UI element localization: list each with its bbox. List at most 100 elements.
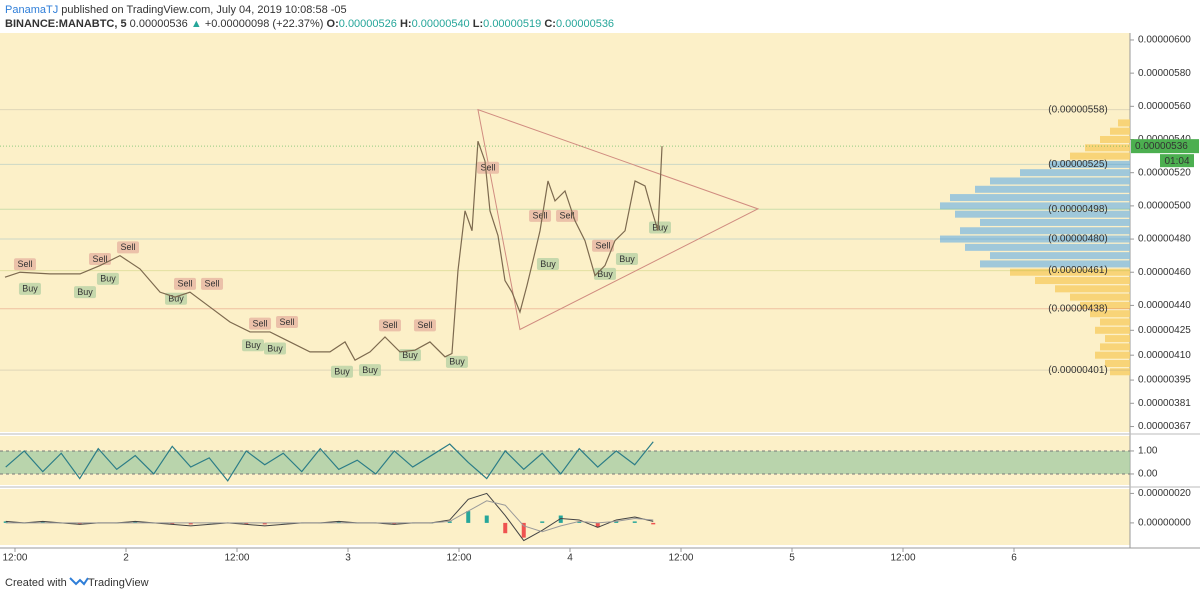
countdown: 01:04 <box>1164 156 1189 167</box>
histogram-bar <box>540 521 545 523</box>
signal-badge <box>529 209 552 222</box>
band <box>0 450 1130 474</box>
histogram-bar <box>262 522 267 525</box>
countdown-box <box>1160 154 1194 168</box>
volume-profile-bar <box>1110 368 1130 376</box>
macd-pane <box>0 489 1130 545</box>
ohlc-value: 0.00000526 <box>339 18 397 30</box>
y-tick-label: 0.00000440 <box>1138 300 1191 311</box>
y-tick-label: 0.00000560 <box>1138 101 1191 112</box>
signal-label: Buy <box>267 343 283 353</box>
signal-badge <box>174 277 197 290</box>
histogram-bar <box>595 522 600 528</box>
signal-badge <box>648 221 671 234</box>
signal-label: Buy <box>362 365 378 375</box>
signal-label: Buy <box>402 350 418 360</box>
histogram-bar <box>40 521 45 523</box>
level-label: (0.00000558) <box>1048 104 1108 115</box>
x-tick-label: 12:00 <box>890 553 915 564</box>
signal-badge <box>276 316 299 329</box>
last-price-box <box>1131 139 1199 154</box>
volume-profile-bar <box>1095 326 1130 334</box>
signal-label: Buy <box>245 340 261 350</box>
volume-profile-bar <box>1050 160 1130 168</box>
signal-badge <box>96 272 119 285</box>
histogram-bar <box>3 521 8 523</box>
x-tick-label: 12:00 <box>446 553 471 564</box>
up-arrow: ▲ <box>191 18 202 30</box>
volume-profile-bar <box>940 202 1130 210</box>
histogram-bar <box>521 522 526 538</box>
y-tick-label: 0.00000500 <box>1138 201 1191 212</box>
signal-label: Sell <box>17 259 32 269</box>
y-tick-label: 0.00000020 <box>1138 488 1191 499</box>
y-tick-label: 0.00000410 <box>1138 350 1191 361</box>
volume-profile-bar <box>950 194 1130 202</box>
y-tick-label: 1.00 <box>1138 446 1158 457</box>
signal-label: Sell <box>92 254 107 264</box>
signal-badge <box>88 252 111 265</box>
y-tick-label: 0.00000367 <box>1138 421 1191 432</box>
signal-label: Sell <box>253 319 268 329</box>
signal-label: Buy <box>168 294 184 304</box>
histogram-bar <box>484 515 489 523</box>
signal-badge <box>13 258 36 271</box>
brand: TradingView <box>88 577 149 589</box>
signal-label: Sell <box>481 163 496 173</box>
histogram-bar <box>133 521 138 523</box>
signal-label: Buy <box>449 357 465 367</box>
volume-profile-bar <box>990 177 1130 185</box>
price-pane <box>0 33 1130 432</box>
volume-profile-bar <box>1020 169 1130 177</box>
y-tick-label: 0.00000460 <box>1138 267 1191 278</box>
level-label: (0.00000480) <box>1048 234 1108 245</box>
symbol: BINANCE:MANABTC, 5 <box>5 18 127 30</box>
y-tick-label: 0.00000395 <box>1138 375 1191 386</box>
signal-label: Buy <box>77 287 93 297</box>
volume-profile-bar <box>975 185 1130 193</box>
volume-profile-bar <box>965 243 1130 251</box>
change: +0.00000098 (+22.37%) <box>205 18 324 30</box>
y-tick-label: 0.00000425 <box>1138 325 1191 336</box>
signal-badge <box>477 161 500 174</box>
x-tick-label: 12:00 <box>668 553 693 564</box>
signal-label: Buy <box>597 269 613 279</box>
signal-badge <box>201 277 224 290</box>
signal-badge <box>615 252 638 265</box>
signal-badge <box>536 257 559 270</box>
volume-profile-bar <box>1055 285 1130 293</box>
histogram-bar <box>188 522 193 525</box>
histogram-bar <box>77 522 82 525</box>
x-tick-label: 3 <box>345 553 351 564</box>
histogram-bar <box>447 521 452 523</box>
signal-label: Buy <box>619 254 635 264</box>
macd-line <box>5 500 654 533</box>
signal-badge <box>264 342 287 355</box>
publish-line: PanamaTJ published on TradingView.com, J… <box>5 4 347 16</box>
publisher: PanamaTJ <box>5 4 58 16</box>
volume-profile-bar <box>1035 277 1130 285</box>
signal-badge <box>249 317 272 330</box>
volume-profile-bar <box>1090 310 1130 318</box>
x-tick-label: 6 <box>1011 553 1017 564</box>
histogram-bar <box>392 522 397 525</box>
volume-profile-bar <box>1070 152 1130 160</box>
signal-label: Sell <box>121 242 136 252</box>
ohlc-key: H: <box>400 18 412 30</box>
ohlc-value: 0.00000540 <box>412 18 470 30</box>
signal-label: Buy <box>652 222 668 232</box>
histogram-bar <box>651 522 656 525</box>
signal-label: Sell <box>417 320 432 330</box>
histogram-bar <box>614 521 619 523</box>
signal-label: Sell <box>560 211 575 221</box>
x-tick-label: 4 <box>567 553 573 564</box>
footer-text: Created with <box>5 577 67 589</box>
x-tick-label: 2 <box>123 553 129 564</box>
signal-label: Buy <box>540 259 556 269</box>
histogram-bar <box>632 521 637 523</box>
volume-profile-bar <box>1118 119 1130 127</box>
price-line <box>4 140 663 361</box>
x-tick-label: 5 <box>789 553 795 564</box>
volume-profile-bar <box>1110 127 1130 135</box>
